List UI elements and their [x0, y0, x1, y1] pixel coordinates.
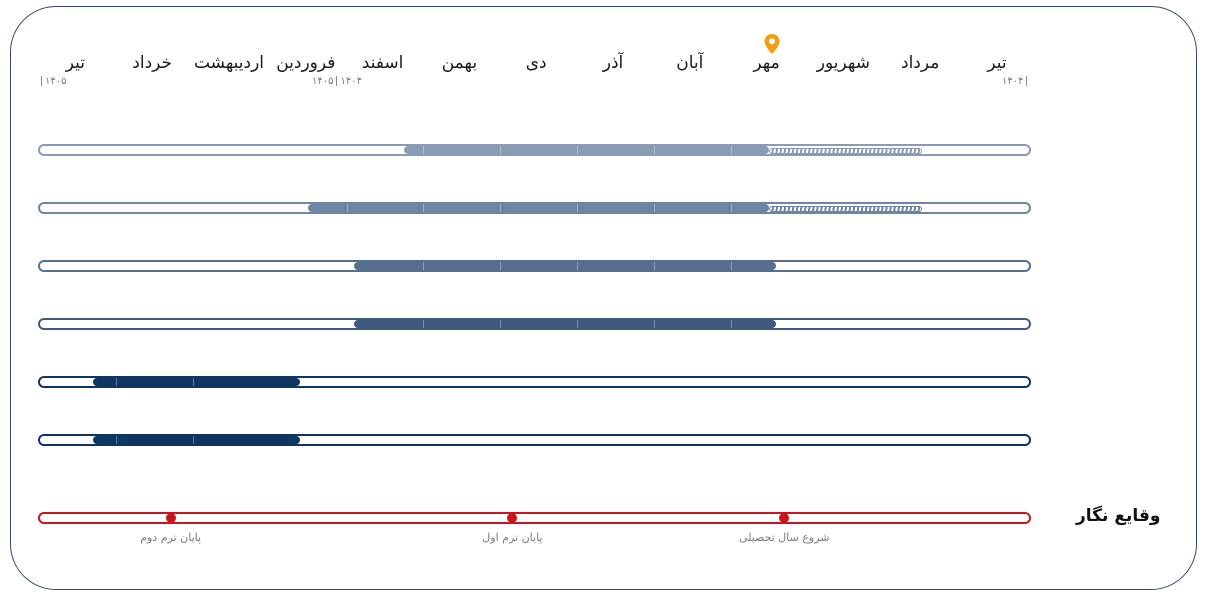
month-label: دی [525, 53, 547, 73]
timeline-bar[interactable] [38, 376, 1031, 388]
month-label: مرداد [901, 53, 940, 73]
month-separator [653, 204, 655, 212]
month-label: اسفند [361, 53, 404, 73]
events-title: وقایع نگار [1076, 506, 1161, 526]
timeline-bar[interactable] [38, 318, 1031, 330]
month-separator [346, 320, 348, 328]
bar-fill [307, 204, 769, 212]
event-label: پایان ترم دوم [140, 531, 202, 544]
month-label: فروردین [276, 53, 336, 73]
month-label: بهمن [441, 53, 478, 73]
month-separator [500, 204, 502, 212]
year-boundary: ۱۴۰۵ ۱۴۰۴ [312, 76, 362, 87]
month-separator [730, 146, 732, 154]
month-separator [730, 204, 732, 212]
bar-fill [353, 320, 777, 328]
month-separator [423, 262, 425, 270]
month-separator [116, 378, 118, 386]
month-separator [346, 204, 348, 212]
month-separator [730, 262, 732, 270]
month-separator [577, 204, 578, 212]
timeline-bar[interactable] [38, 434, 1031, 446]
month-label: خرداد [132, 53, 173, 73]
month-separator [500, 146, 502, 154]
month-separator [193, 436, 194, 444]
bar-fill [403, 146, 769, 154]
month-separator [653, 262, 655, 270]
month-label: مهر [753, 53, 780, 73]
month-separator [193, 378, 194, 386]
month-label: تیر [987, 53, 1007, 73]
event-marker[interactable] [779, 513, 790, 523]
month-separator [423, 320, 425, 328]
bar-fill [92, 378, 301, 386]
event-label: پایان ترم اول [482, 531, 543, 544]
month-separator [116, 436, 118, 444]
month-separator [653, 146, 655, 154]
month-separator [577, 320, 578, 328]
month-separator [423, 204, 425, 212]
timeline-bar[interactable] [38, 202, 1031, 214]
planned-segment [768, 206, 923, 212]
month-separator [500, 262, 502, 270]
month-separator [500, 320, 502, 328]
event-marker[interactable] [165, 513, 176, 523]
timeline-bar[interactable] [38, 144, 1031, 156]
month-separator [577, 262, 578, 270]
events-track [38, 512, 1031, 524]
month-label: شهریور [816, 53, 870, 73]
month-separator [653, 320, 655, 328]
month-separator [423, 146, 425, 154]
timeline-bar[interactable] [38, 260, 1031, 272]
event-marker[interactable] [507, 513, 518, 523]
month-separator [346, 262, 348, 270]
bar-fill [353, 262, 777, 270]
planned-segment [768, 148, 923, 154]
location-pin-icon [764, 34, 780, 54]
month-separator [269, 204, 271, 212]
month-label: تیر [65, 53, 86, 73]
month-label: آبان [676, 53, 704, 73]
month-separator [577, 146, 578, 154]
year-label-start: ۱۴۰۴ [1002, 76, 1030, 87]
month-separator [730, 320, 732, 328]
month-label: آذر [602, 53, 624, 73]
timeline-frame [10, 6, 1197, 590]
month-label: اردیبهشت [193, 53, 265, 73]
bar-fill [92, 436, 301, 444]
event-label: شروع سال تحصیلی [738, 531, 830, 544]
year-label-end: ۱۴۰۵ [38, 76, 66, 87]
